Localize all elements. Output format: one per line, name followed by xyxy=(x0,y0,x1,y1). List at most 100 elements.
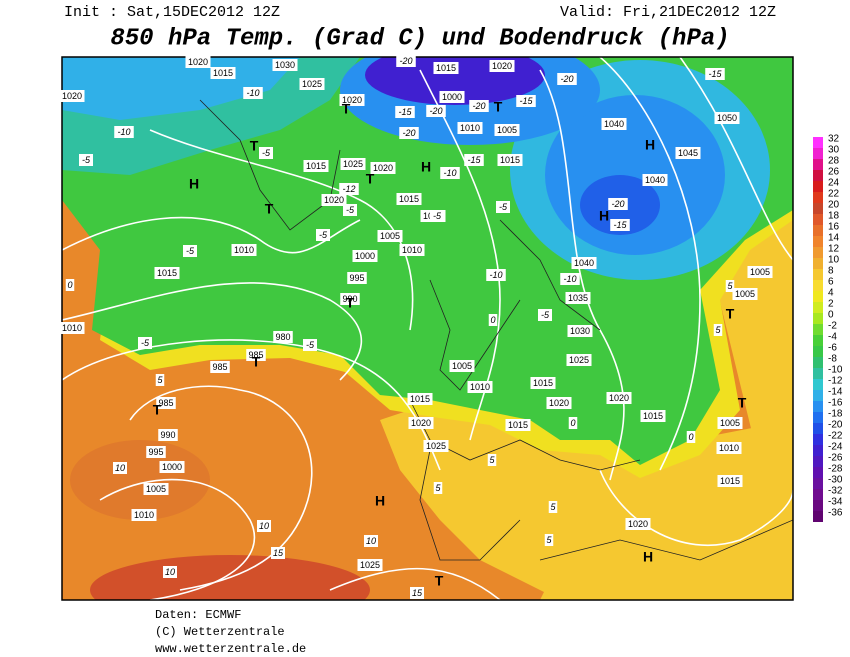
legend-label: 12 xyxy=(828,244,840,255)
legend-swatch xyxy=(813,236,823,247)
isobar-label: 1015 xyxy=(306,161,326,171)
isobar-label: 1010 xyxy=(719,443,739,453)
isobar-label: 1005 xyxy=(452,361,472,371)
legend-label: 2 xyxy=(828,299,834,310)
temperature-label-box xyxy=(469,100,489,112)
legend-label: -8 xyxy=(828,354,837,365)
isobar-label: 1015 xyxy=(643,411,663,421)
temperature-label: -5 xyxy=(499,202,508,212)
temperature-label-box xyxy=(713,324,723,336)
pressure-center: H xyxy=(645,137,655,153)
isobar-label-box xyxy=(272,59,298,71)
map-title: 850 hPa Temp. (Grad C) und Bodendruck (h… xyxy=(110,25,729,52)
legend-label: 0 xyxy=(828,310,834,321)
temperature-label-box xyxy=(163,566,177,578)
temperature-label-box xyxy=(686,431,696,443)
temperature-label-box xyxy=(430,210,444,222)
warm-patch xyxy=(70,440,210,520)
legend-label: 18 xyxy=(828,211,840,222)
pressure-center: T xyxy=(738,395,747,411)
temperature-label-box xyxy=(410,587,424,599)
isobar-label-box xyxy=(131,509,157,521)
pressure-center: H xyxy=(599,208,609,224)
legend-swatch xyxy=(813,148,823,159)
legend-swatch xyxy=(813,445,823,456)
isobar-label: 1005 xyxy=(735,289,755,299)
isobar-label: 1010 xyxy=(134,510,154,520)
temperature-label: -15 xyxy=(708,69,722,79)
isobar-label: 1050 xyxy=(717,113,737,123)
isobar-label: 1025 xyxy=(569,355,589,365)
legend-label: 26 xyxy=(828,167,840,178)
temperature-label-box xyxy=(488,314,498,326)
legend-label: -34 xyxy=(828,497,843,508)
legend-label: -22 xyxy=(828,431,843,442)
legend-label: -24 xyxy=(828,442,843,453)
isobar-label-box xyxy=(210,67,236,79)
temperature-label-box xyxy=(259,147,273,159)
temperature-label: 10 xyxy=(366,536,376,546)
legend-swatch xyxy=(813,467,823,478)
init-time: Init : Sat,15DEC2012 12Z xyxy=(64,4,280,21)
temperature-label: -12 xyxy=(342,184,355,194)
isobar-label: 1030 xyxy=(570,326,590,336)
temperature-label: 0 xyxy=(570,418,575,428)
legend-swatch xyxy=(813,346,823,357)
isobar-label-box xyxy=(143,483,169,495)
temperature-label-box xyxy=(79,154,93,166)
temperature-label: -10 xyxy=(443,168,456,178)
temperature-label-box xyxy=(303,339,317,351)
isobar-label: 1015 xyxy=(436,63,456,73)
legend-label: -26 xyxy=(828,453,843,464)
temperature-label-box xyxy=(364,535,378,547)
temperature-label-box xyxy=(183,245,197,257)
isobar-label-box xyxy=(370,162,396,174)
isobar-label-box xyxy=(321,194,347,206)
pressure-center: H xyxy=(375,493,385,509)
valid-time: Valid: Fri,21DEC2012 12Z xyxy=(560,4,776,21)
isobar-label: 1020 xyxy=(342,95,362,105)
footer-copyright: (C) Wetterzentrale xyxy=(155,625,285,639)
isobar-label: 1015 xyxy=(508,420,528,430)
isobar-label-box xyxy=(642,174,668,186)
temperature-label: -20 xyxy=(399,56,412,66)
isobar-label: 1000 xyxy=(162,462,182,472)
legend-label: 16 xyxy=(828,222,840,233)
isobar-label-box xyxy=(185,56,211,68)
temperature-label: -10 xyxy=(246,88,259,98)
legend-swatch xyxy=(813,489,823,500)
legend-label: 32 xyxy=(828,134,840,145)
temperature-label: 0 xyxy=(688,432,693,442)
isobar-label: 1025 xyxy=(360,560,380,570)
temperature-label-box xyxy=(433,482,443,494)
isobar-label: 1040 xyxy=(645,175,665,185)
temperature-label-box xyxy=(257,520,271,532)
legend-label: -10 xyxy=(828,365,843,376)
isobar-label: 1045 xyxy=(678,148,698,158)
isobar-label-box xyxy=(732,288,758,300)
isobar-label-box xyxy=(340,158,366,170)
isobar-label-box xyxy=(339,94,365,106)
isobar-label-box xyxy=(399,244,425,256)
isobar-label-box xyxy=(246,349,266,361)
temperature-label: 5 xyxy=(435,483,441,493)
isobar-label: 1010 xyxy=(234,245,254,255)
legend-swatch xyxy=(813,214,823,225)
isobar-label-box xyxy=(433,62,459,74)
isobar-label-box xyxy=(747,266,773,278)
legend-swatch xyxy=(813,280,823,291)
isobar-label: 1015 xyxy=(410,394,430,404)
isobar-label-box xyxy=(396,193,422,205)
isobar-label: 1005 xyxy=(146,484,166,494)
isobar-label-box xyxy=(717,475,743,487)
legend-swatch xyxy=(813,401,823,412)
isobar-label: 1020 xyxy=(549,398,569,408)
temperature-label-box xyxy=(725,280,735,292)
isobar-label: 1000 xyxy=(442,92,462,102)
isobar-label-box xyxy=(357,559,383,571)
isobar-label-box xyxy=(210,361,230,373)
isobar-label-box xyxy=(716,442,742,454)
pressure-center: H xyxy=(643,549,653,565)
isobar-label: 1005 xyxy=(497,125,517,135)
legend-swatch xyxy=(813,203,823,214)
